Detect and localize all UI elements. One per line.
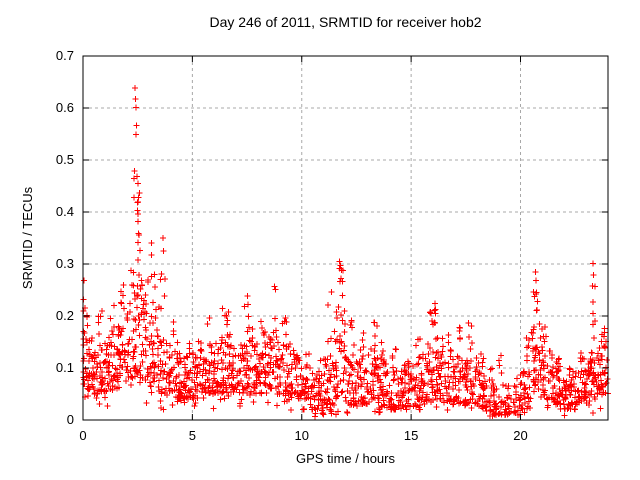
y-tick-label: 0.6 [56, 100, 74, 115]
grid-lines [83, 56, 608, 420]
x-tick-label: 5 [189, 428, 196, 443]
y-tick-label: 0.1 [56, 360, 74, 375]
x-tick-label: 0 [79, 428, 86, 443]
y-tick-label: 0 [67, 412, 74, 427]
plot-border-and-ticks [82, 55, 609, 421]
scatter-points [80, 85, 611, 420]
y-tick-label: 0.7 [56, 48, 74, 63]
y-tick-label: 0.5 [56, 152, 74, 167]
x-tick-label: 15 [404, 428, 418, 443]
y-tick-label: 0.2 [56, 308, 74, 323]
tick-labels: 0 5 10 15 20 0 0.1 0.2 0.3 0.4 0.5 0.6 0.7 [56, 48, 528, 443]
x-tick-label: 10 [295, 428, 309, 443]
chart-title: Day 246 of 2011, SRMTID for receiver hob… [209, 14, 482, 30]
x-tick-label: 20 [513, 428, 527, 443]
y-tick-label: 0.3 [56, 256, 74, 271]
x-axis-label: GPS time / hours [296, 451, 395, 466]
y-tick-label: 0.4 [56, 204, 74, 219]
